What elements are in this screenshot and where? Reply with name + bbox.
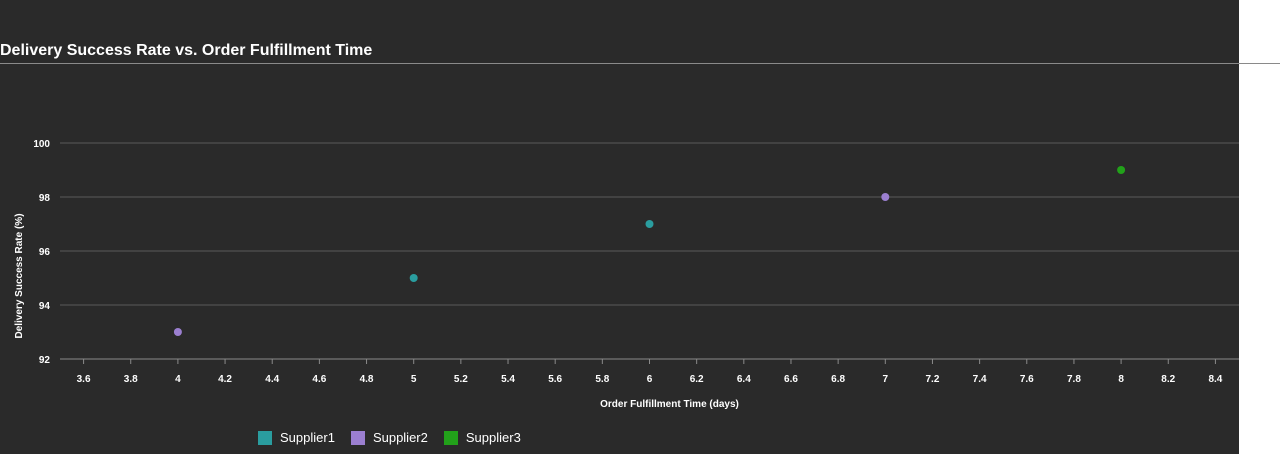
x-tick-label: 3.8	[124, 374, 138, 385]
x-tick-label: 4.8	[360, 374, 374, 385]
data-point	[1117, 166, 1126, 174]
scatter-plot: 92 94 96 98 100 3.6 3.8 4 4.2 4.4 4.6 4.8 5 5.2 5.4 5.…	[14, 139, 1239, 410]
x-tick-label: 5.4	[501, 374, 515, 385]
x-tick-label: 4.2	[218, 374, 232, 385]
x-tick-label: 8.4	[1208, 374, 1222, 385]
title-divider	[0, 63, 1280, 64]
legend-item-supplier3[interactable]: Supplier3	[443, 430, 521, 445]
legend: Supplier1 Supplier2 Supplier3	[258, 430, 521, 445]
y-tick-label: 100	[33, 139, 50, 150]
legend-swatch	[350, 430, 365, 445]
data-point	[881, 193, 890, 201]
legend-item-supplier2[interactable]: Supplier2	[350, 430, 428, 445]
x-tick-label: 4.6	[312, 374, 326, 385]
x-tick-label: 7.2	[926, 374, 940, 385]
x-tick-label: 7.8	[1067, 374, 1081, 385]
gridlines	[60, 142, 1239, 360]
legend-item-supplier1[interactable]: Supplier1	[258, 430, 335, 445]
y-tick-label: 98	[39, 193, 51, 204]
data-point	[173, 328, 182, 336]
x-tick-label: 6	[647, 374, 653, 385]
legend-swatch	[443, 430, 458, 445]
x-tick-label: 6.6	[784, 374, 798, 385]
x-tick-label: 7	[883, 374, 889, 385]
data-point	[645, 220, 654, 228]
y-tick-label: 92	[39, 355, 51, 366]
x-tick-label: 5.6	[548, 374, 562, 385]
legend-label: Supplier2	[372, 430, 428, 445]
y-axis-title: Delivery Success Rate (%)	[14, 213, 25, 338]
data-points	[173, 166, 1126, 336]
x-tick-label: 5.2	[454, 374, 468, 385]
x-tick-label: 7.6	[1020, 374, 1034, 385]
x-tick-label: 8.2	[1161, 374, 1175, 385]
x-tick-label: 5	[411, 374, 417, 385]
y-tick-label: 96	[39, 247, 51, 258]
x-tick-label: 6.4	[737, 374, 751, 385]
data-point	[409, 274, 418, 282]
x-tick-label: 6.2	[690, 374, 704, 385]
x-tick-label: 6.8	[831, 374, 845, 385]
x-tick-label: 4.4	[265, 374, 279, 385]
chart-title: Delivery Success Rate vs. Order Fulfillm…	[0, 42, 373, 59]
x-axis-ticks: 3.6 3.8 4 4.2 4.4 4.6 4.8 5 5.2 5.4 5.6 5.8 6 6.2 6.4 6…	[77, 359, 1223, 385]
x-tick-label: 5.8	[595, 374, 609, 385]
x-tick-label: 7.4	[973, 374, 987, 385]
legend-swatch	[258, 430, 272, 445]
y-axis-ticks: 92 94 96 98 100	[33, 139, 50, 366]
y-tick-label: 94	[39, 301, 51, 312]
legend-label: Supplier1	[280, 430, 335, 445]
x-axis-title: Order Fulfillment Time (days)	[600, 399, 739, 410]
x-tick-label: 3.6	[77, 374, 91, 385]
x-tick-label: 8	[1118, 374, 1124, 385]
x-tick-label: 4	[175, 374, 181, 385]
legend-label: Supplier3	[465, 430, 521, 445]
